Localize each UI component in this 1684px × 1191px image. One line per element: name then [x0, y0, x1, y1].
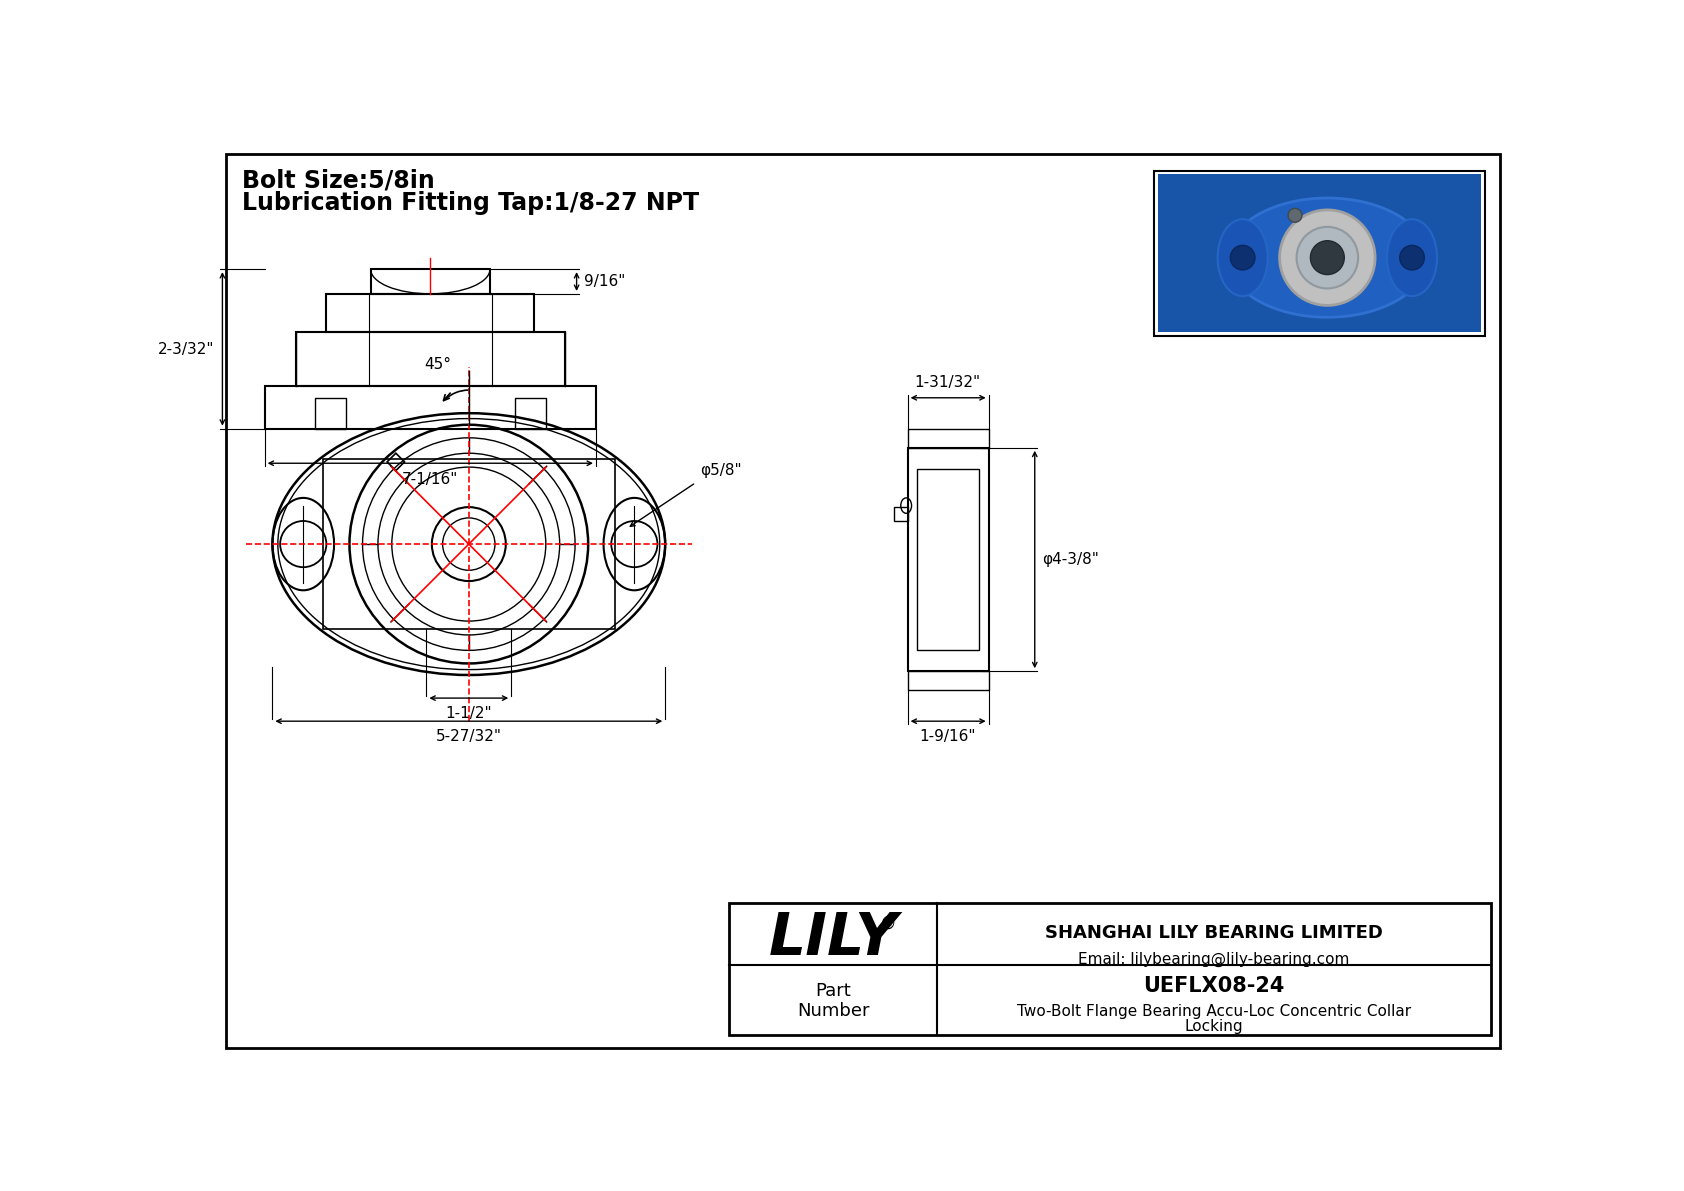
Text: 5-27/32": 5-27/32" — [436, 729, 502, 744]
Circle shape — [1399, 245, 1425, 270]
Ellipse shape — [1388, 219, 1436, 297]
Text: Bolt Size:5/8in: Bolt Size:5/8in — [242, 168, 434, 192]
Circle shape — [1310, 241, 1344, 275]
Text: LILY: LILY — [768, 910, 898, 967]
Circle shape — [1231, 245, 1255, 270]
Bar — [1154, 170, 1485, 336]
Bar — [918, 468, 978, 649]
Text: 1-1/2": 1-1/2" — [446, 706, 492, 721]
Bar — [264, 386, 596, 429]
Text: UEFLX08-24: UEFLX08-24 — [1143, 977, 1285, 997]
Bar — [908, 448, 989, 672]
Text: 1-31/32": 1-31/32" — [914, 375, 980, 391]
Bar — [729, 903, 1492, 1035]
Bar — [908, 672, 989, 691]
Bar — [1159, 175, 1482, 332]
Text: Lubrication Fitting Tap:1/8-27 NPT: Lubrication Fitting Tap:1/8-27 NPT — [242, 192, 699, 216]
Text: 2-3/32": 2-3/32" — [158, 342, 216, 357]
Bar — [323, 460, 615, 629]
Text: Part
Number: Part Number — [797, 981, 869, 1021]
Circle shape — [1280, 210, 1376, 305]
Bar — [370, 269, 490, 294]
Text: 1-9/16": 1-9/16" — [919, 729, 977, 744]
Circle shape — [1288, 208, 1302, 223]
Circle shape — [1297, 226, 1359, 288]
Bar — [515, 398, 546, 429]
Text: φ5/8": φ5/8" — [701, 463, 741, 478]
Bar — [327, 294, 534, 332]
Text: ®: ® — [881, 915, 896, 933]
Bar — [908, 429, 989, 448]
Text: Locking: Locking — [1186, 1018, 1243, 1034]
Ellipse shape — [1228, 198, 1428, 317]
Ellipse shape — [1218, 219, 1268, 297]
Text: 45°: 45° — [424, 357, 451, 373]
Text: 9/16": 9/16" — [584, 274, 626, 289]
Text: 7-1/16": 7-1/16" — [402, 473, 458, 487]
Bar — [387, 454, 404, 470]
Bar — [894, 507, 908, 520]
Text: φ4-3/8": φ4-3/8" — [1042, 551, 1100, 567]
Bar — [315, 398, 345, 429]
Text: Two-Bolt Flange Bearing Accu-Loc Concentric Collar: Two-Bolt Flange Bearing Accu-Loc Concent… — [1017, 1004, 1411, 1019]
Text: Email: lilybearing@lily-bearing.com: Email: lilybearing@lily-bearing.com — [1078, 953, 1351, 967]
Bar — [296, 332, 566, 386]
Text: SHANGHAI LILY BEARING LIMITED: SHANGHAI LILY BEARING LIMITED — [1046, 924, 1383, 942]
